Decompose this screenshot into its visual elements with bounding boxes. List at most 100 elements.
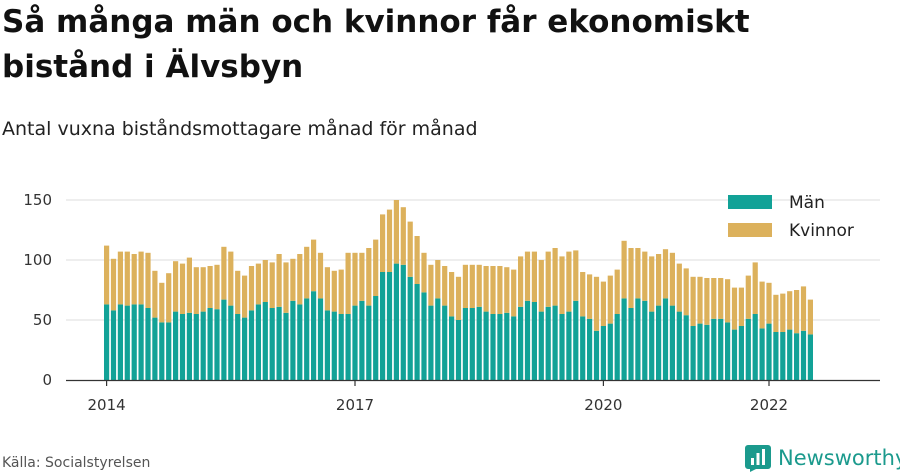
bar-man [138, 304, 144, 380]
bar-kvinnor [345, 252, 351, 314]
bar-man [642, 300, 648, 380]
bar-kvinnor [704, 278, 710, 325]
bar-man [221, 299, 227, 380]
bar-kvinnor [262, 260, 268, 302]
bar-kvinnor [573, 250, 579, 301]
bar-kvinnor [669, 252, 675, 306]
bar-man [669, 305, 675, 380]
bar-man [435, 298, 441, 380]
bar-kvinnor [200, 267, 206, 312]
bar-man [186, 312, 192, 380]
bar-man [366, 305, 372, 380]
bar-kvinnor [235, 270, 241, 314]
bar-man [711, 318, 717, 380]
bar-kvinnor [711, 278, 717, 319]
bar-man [359, 300, 365, 380]
y-tick-label: 0 [42, 371, 52, 389]
bar-kvinnor [193, 267, 199, 314]
bar-man [159, 322, 165, 380]
bar-kvinnor [690, 276, 696, 326]
bar-man [262, 302, 268, 380]
bar-man [462, 308, 468, 380]
bar-kvinnor [635, 248, 641, 299]
bar-man [787, 329, 793, 380]
bar-kvinnor [593, 276, 600, 331]
source-note: Källa: Socialstyrelsen [2, 455, 151, 471]
bar-kvinnor [559, 256, 565, 314]
y-tick-label: 150 [23, 191, 52, 209]
bar-kvinnor [800, 286, 807, 331]
x-tick-label: 2017 [336, 396, 374, 414]
bar-man [552, 305, 558, 380]
bar-kvinnor [324, 267, 330, 311]
bar-man [152, 317, 158, 380]
bar-kvinnor [138, 251, 144, 305]
bar-man [407, 276, 413, 380]
bar-kvinnor [386, 209, 393, 272]
bar-kvinnor [731, 287, 738, 330]
bar-man [649, 311, 655, 380]
bar-man [745, 318, 751, 380]
bar-kvinnor [538, 260, 544, 312]
bar-man [193, 314, 199, 380]
bar-kvinnor [662, 249, 669, 299]
bar-man [235, 314, 241, 380]
bar-man [145, 308, 151, 380]
bar-kvinnor [276, 254, 282, 307]
bar-man [131, 304, 137, 380]
bar-kvinnor [580, 272, 586, 317]
bar-man [311, 291, 317, 380]
bar-man [207, 308, 213, 380]
bar-man [386, 272, 393, 380]
bar-man [104, 304, 110, 380]
bar-man [683, 315, 689, 380]
bar-man [504, 312, 510, 380]
bar-man [276, 306, 282, 380]
bar-man [283, 312, 289, 380]
bar-man [607, 323, 613, 380]
bar-kvinnor [524, 251, 531, 301]
bar-man [476, 306, 482, 380]
bar-man [373, 296, 379, 380]
bar-man [518, 306, 524, 380]
brand-name: Newsworthy [778, 446, 900, 470]
bar-man [524, 300, 531, 380]
bar-man [442, 305, 448, 380]
bar-kvinnor [435, 260, 441, 299]
bar-kvinnor [414, 236, 420, 284]
bar-man [635, 298, 641, 380]
bar-kvinnor [752, 262, 758, 314]
bar-man [242, 317, 248, 380]
bar-kvinnor [421, 252, 427, 293]
bar-kvinnor [366, 248, 372, 306]
bar-man [338, 314, 344, 380]
legend-label: Kvinnor [789, 221, 854, 241]
bar-man [304, 298, 310, 380]
bar-man [759, 328, 765, 380]
bar-man [752, 314, 758, 380]
bar-kvinnor [449, 272, 455, 317]
bar-kvinnor [621, 240, 627, 299]
bar-man [697, 323, 703, 380]
legend-swatch [728, 195, 772, 209]
bar-man [600, 326, 606, 380]
bar-kvinnor [455, 276, 462, 320]
legend-swatch [728, 223, 772, 237]
bar-kvinnor [745, 275, 751, 319]
bar-kvinnor [649, 256, 655, 312]
bar-kvinnor [179, 263, 186, 314]
bar-kvinnor [566, 251, 572, 312]
bar-kvinnor [152, 270, 158, 318]
bar-man [228, 305, 234, 380]
bar-man [593, 330, 600, 380]
bar-man [414, 284, 420, 380]
bar-kvinnor [304, 246, 310, 299]
bar-man [538, 311, 544, 380]
bar-kvinnor [221, 246, 227, 300]
bar-kvinnor [552, 248, 558, 306]
bar-kvinnor [773, 294, 779, 332]
bar-man [483, 311, 489, 380]
bar-kvinnor [725, 279, 731, 323]
x-tick-label: 2014 [88, 396, 126, 414]
bar-kvinnor [214, 264, 220, 310]
